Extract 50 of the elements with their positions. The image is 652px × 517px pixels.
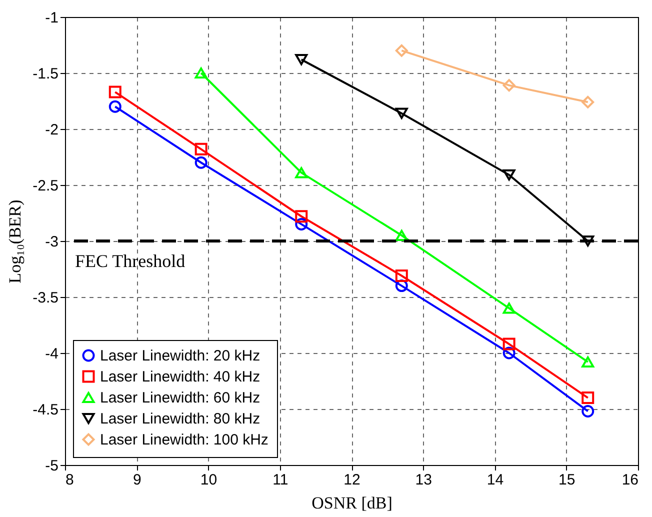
point: [395, 280, 408, 292]
point: [582, 235, 594, 247]
legend-label: Laser Linewidth: 20 kHz: [100, 348, 260, 364]
point: [582, 96, 594, 108]
y-tick-label: -2: [45, 122, 58, 138]
point: [582, 356, 594, 368]
point: [502, 79, 516, 92]
x-tick-label: 13: [415, 472, 432, 488]
legend-label: Laser Linewidth: 100 kHz: [100, 432, 268, 448]
point: [582, 392, 594, 404]
point: [395, 230, 408, 241]
x-tick-label: 16: [622, 472, 638, 488]
x-tick-label: 15: [558, 472, 576, 488]
ref-line-label: FEC Threshold: [75, 251, 186, 271]
point: [395, 108, 408, 119]
x-tick-label: 10: [200, 472, 218, 488]
x-tick-label: 8: [66, 472, 74, 488]
point: [295, 218, 308, 230]
x-tick-label: 14: [486, 472, 504, 488]
y-tick-label: -3.5: [32, 290, 58, 306]
point: [582, 405, 594, 418]
point: [194, 67, 208, 79]
point: [295, 167, 308, 178]
point: [502, 346, 516, 360]
y-tick-label: -4.5: [32, 402, 58, 418]
legend-label: Laser Linewidth: 40 kHz: [100, 368, 260, 386]
y-tick-label: -1: [45, 10, 58, 26]
point: [502, 302, 516, 314]
y-tick-label: -3: [45, 234, 58, 250]
point: [395, 269, 408, 282]
x-axis-title: OSNR [dB]: [312, 494, 392, 512]
point: [108, 100, 122, 113]
y-tick-label: -5: [45, 458, 58, 474]
point: [194, 156, 208, 169]
point: [502, 338, 516, 350]
x-tick-label: 12: [344, 472, 360, 488]
y-tick-label: -2.5: [32, 178, 58, 194]
point: [295, 210, 308, 223]
y-axis-title: Log₁₀(BER): [6, 200, 25, 284]
point: [395, 44, 408, 57]
point: [502, 169, 516, 180]
legend-label: Laser Linewidth: 80 kHz: [100, 410, 260, 428]
point: [194, 142, 208, 156]
y-tick-label: -1.5: [32, 66, 58, 82]
x-tick-label: 9: [132, 472, 142, 488]
point: [295, 54, 308, 66]
point: [108, 86, 122, 98]
y-tick-label: -4: [45, 346, 58, 362]
x-tick-label: 11: [272, 472, 288, 488]
legend-label: Laser Linewidth: 60 kHz: [100, 390, 260, 406]
